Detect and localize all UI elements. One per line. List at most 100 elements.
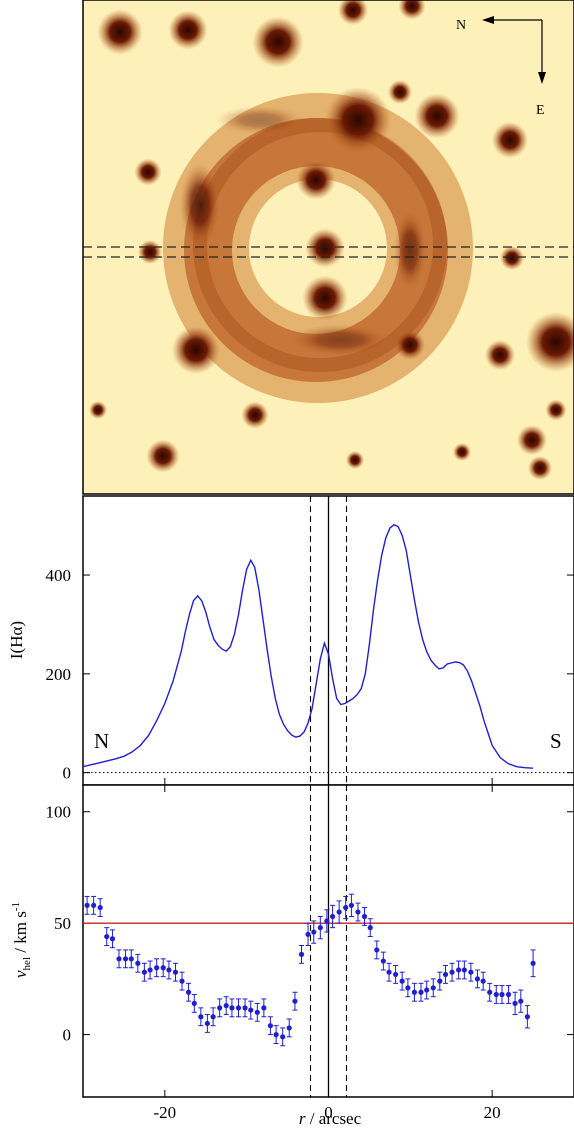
field-star [485, 340, 515, 370]
velocity-slit-markers [309, 785, 348, 1097]
intensity-series-line [83, 523, 534, 769]
side-label-south: S [550, 729, 562, 753]
velocity-point [91, 902, 97, 908]
velocity-y-tick-label: 100 [46, 803, 72, 822]
velocity-point [386, 969, 392, 975]
field-star [134, 158, 162, 186]
velocity-point [135, 960, 141, 966]
velocity-point [286, 1025, 292, 1031]
field-star [388, 80, 412, 104]
velocity-point [468, 969, 474, 975]
ylabel-main: v [11, 970, 30, 978]
velocity-point [261, 1005, 267, 1011]
nebula-knot [180, 163, 220, 247]
velocity-point [185, 989, 192, 995]
velocity-point [179, 978, 185, 984]
velocity-point [104, 933, 110, 940]
velocity-point [109, 936, 116, 942]
xlabel-units: / arcsec [305, 1109, 361, 1128]
halpha-image-panel: N E [83, 0, 574, 494]
velocity-point [204, 1020, 210, 1027]
field-star [305, 228, 345, 268]
field-star [325, 87, 391, 153]
velocity-y-tick-label: 0 [63, 1026, 72, 1045]
velocity-point [210, 1014, 216, 1020]
field-star [528, 456, 552, 480]
velocity-x-tick-label: 0 [324, 1103, 333, 1122]
nebula-knot [290, 324, 390, 356]
field-star [500, 246, 524, 270]
ylabel-units: / km s [11, 911, 30, 957]
velocity-point [405, 985, 411, 991]
velocity-point [343, 904, 349, 911]
velocity-point [430, 985, 436, 991]
velocity-point [336, 909, 342, 915]
velocity-point [84, 902, 90, 908]
compass-north-label: N [456, 18, 466, 33]
field-star [97, 9, 143, 55]
velocity-point [147, 967, 153, 973]
intensity-y-tick-label: 200 [46, 665, 72, 684]
velocity-point [172, 969, 179, 975]
field-star [526, 312, 574, 372]
image-frame [82, 0, 574, 495]
velocity-point [217, 1005, 223, 1011]
velocity-point [311, 929, 317, 935]
velocity-point [198, 1014, 204, 1020]
side-label-north: N [94, 729, 109, 753]
field-stars [89, 0, 574, 480]
velocity-point [298, 951, 305, 957]
velocity-point [242, 1005, 248, 1011]
velocity-point [223, 1003, 229, 1009]
velocity-point [480, 978, 486, 984]
intensity-axis-ticks: 0 200 400 [46, 566, 574, 785]
field-star [241, 401, 269, 429]
field-star [545, 399, 567, 421]
field-star [453, 443, 471, 461]
velocity-point [267, 1023, 273, 1029]
velocity-point [324, 918, 330, 924]
ylabel-sub: hel [21, 957, 33, 970]
velocity-point [160, 965, 166, 971]
velocity-profile-panel: 0 50 100 -20 0 20 vhel / km s-1 r / arcsec [10, 784, 574, 1128]
velocity-point [493, 991, 499, 998]
intensity-slit-markers [309, 496, 348, 785]
velocity-point [254, 1009, 260, 1015]
nebula-emission [163, 93, 473, 403]
velocity-y-axis-label: vhel / km s-1 [10, 902, 33, 978]
velocity-points [84, 893, 536, 1047]
velocity-point [280, 1034, 286, 1040]
velocity-point [474, 976, 481, 982]
velocity-point [305, 931, 311, 937]
velocity-point [499, 991, 505, 998]
field-star [517, 425, 547, 455]
velocity-point [235, 1005, 242, 1011]
velocity-point [424, 987, 430, 993]
velocity-point [461, 967, 467, 973]
velocity-point [399, 978, 405, 984]
field-star [302, 275, 348, 321]
velocity-point [449, 969, 455, 975]
nebula-knot [216, 106, 304, 134]
velocity-point [191, 1000, 197, 1007]
velocity-point [154, 965, 160, 971]
velocity-point [229, 1005, 235, 1011]
field-star [398, 0, 426, 20]
xlabel-var: r [299, 1109, 306, 1128]
velocity-point [166, 967, 172, 973]
field-star [492, 122, 528, 158]
intensity-y-tick-label: 400 [46, 566, 72, 585]
velocity-point [128, 956, 134, 962]
velocity-point [367, 925, 373, 931]
field-star [395, 330, 425, 360]
velocity-point [505, 991, 512, 998]
compass: N E [456, 16, 546, 118]
velocity-point [456, 967, 462, 973]
velocity-point [97, 904, 103, 911]
velocity-point [317, 925, 323, 931]
velocity-x-axis-label: r / arcsec [299, 1109, 362, 1128]
velocity-point [116, 956, 122, 962]
velocity-point [524, 1014, 530, 1020]
velocity-point [530, 960, 536, 966]
